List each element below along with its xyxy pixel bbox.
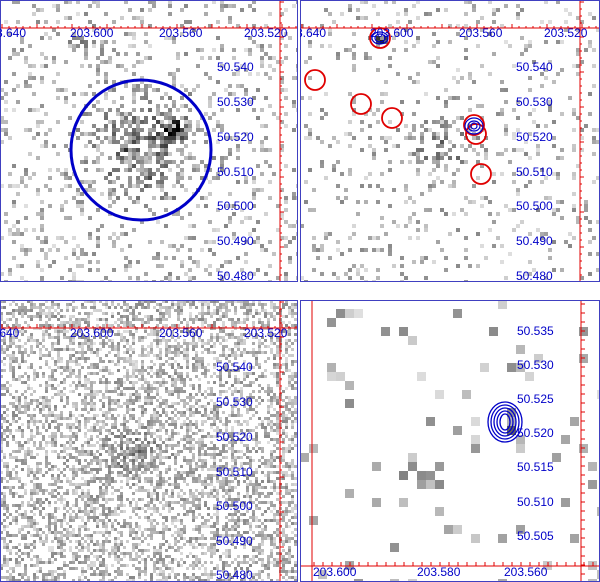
panel-top-left: 3.640 203.600 203.560 203.520 50.540 50.… bbox=[0, 0, 298, 282]
y-tick-label: 50.540 bbox=[516, 60, 553, 74]
pixel-field bbox=[300, 0, 600, 282]
y-tick-label: 50.540 bbox=[216, 360, 253, 374]
y-tick-label: 50.490 bbox=[516, 234, 553, 248]
coordinate-grid bbox=[300, 0, 600, 282]
contour-line bbox=[464, 117, 484, 135]
contour-line bbox=[496, 410, 514, 434]
contour-line bbox=[371, 31, 389, 45]
y-tick-label: 50.520 bbox=[217, 130, 254, 144]
contour-line bbox=[374, 33, 386, 43]
x-tick-label: 203.560 bbox=[159, 26, 203, 40]
contour-line bbox=[467, 120, 481, 132]
extraction-region-circle bbox=[69, 78, 213, 222]
x-tick-label: 3.640 bbox=[300, 26, 327, 40]
x-tick-label: 203.520 bbox=[244, 26, 288, 40]
y-tick-label: 50.520 bbox=[516, 130, 553, 144]
coordinate-grid bbox=[0, 0, 298, 282]
panel-top-right: 3.640 203.600 203.560 203.520 50.540 50.… bbox=[300, 0, 600, 282]
x-tick-label: 203.560 bbox=[459, 26, 503, 40]
x-tick-label: 203.600 bbox=[70, 26, 114, 40]
y-tick-label: 50.510 bbox=[217, 165, 254, 179]
x-tick-label: 203.600 bbox=[313, 565, 357, 579]
x-tick-label: 3.640 bbox=[0, 26, 27, 40]
point-source-circle bbox=[350, 93, 372, 115]
y-tick-label: 50.530 bbox=[517, 358, 554, 372]
x-tick-label: 203.600 bbox=[370, 26, 414, 40]
contour-line bbox=[490, 404, 520, 440]
x-tick-label: 203.520 bbox=[244, 326, 288, 340]
y-tick-label: 50.540 bbox=[217, 60, 254, 74]
x-tick-label: 203.560 bbox=[504, 565, 548, 579]
x-tick-label: .640 bbox=[0, 326, 20, 340]
y-tick-label: 50.490 bbox=[216, 534, 253, 548]
coordinate-grid bbox=[300, 300, 600, 582]
y-tick-label: 50.530 bbox=[216, 395, 253, 409]
panel-border bbox=[300, 300, 600, 582]
y-tick-label: 50.510 bbox=[216, 465, 253, 479]
y-tick-label: 50.480 bbox=[217, 269, 254, 282]
y-tick-label: 50.535 bbox=[517, 324, 554, 338]
contour-line bbox=[499, 413, 511, 431]
y-tick-label: 50.500 bbox=[216, 499, 253, 513]
contour-line bbox=[493, 407, 517, 437]
panel-bottom-left: .640 203.600 203.560 203.520 50.540 50.5… bbox=[0, 300, 298, 582]
xray-image-bottom-right bbox=[300, 300, 600, 582]
y-tick-label: 50.480 bbox=[216, 568, 253, 582]
x-tick-label: 203.580 bbox=[417, 565, 461, 579]
y-tick-label: 50.525 bbox=[517, 392, 554, 406]
y-tick-label: 50.500 bbox=[516, 199, 553, 213]
y-tick-label: 50.520 bbox=[216, 430, 253, 444]
xray-image-bottom-left bbox=[0, 300, 298, 582]
y-tick-label: 50.530 bbox=[217, 95, 254, 109]
y-tick-label: 50.520 bbox=[517, 426, 554, 440]
point-source-circle bbox=[381, 107, 403, 129]
x-tick-label: 203.520 bbox=[544, 26, 588, 40]
y-tick-label: 50.490 bbox=[217, 234, 254, 248]
y-tick-label: 50.500 bbox=[217, 199, 254, 213]
xray-image-top-left bbox=[0, 0, 298, 282]
contour-line bbox=[487, 401, 523, 443]
y-tick-label: 50.510 bbox=[516, 165, 553, 179]
pixel-field bbox=[300, 300, 600, 582]
point-source-circle bbox=[304, 69, 326, 91]
x-tick-label: 203.560 bbox=[159, 326, 203, 340]
panel-border bbox=[0, 0, 298, 282]
pixel-field bbox=[0, 300, 298, 582]
y-tick-label: 50.505 bbox=[517, 529, 554, 543]
y-tick-label: 50.530 bbox=[516, 95, 553, 109]
xray-image-top-right bbox=[300, 0, 600, 282]
y-tick-label: 50.510 bbox=[517, 495, 554, 509]
point-source-circle bbox=[463, 114, 485, 136]
y-tick-label: 50.480 bbox=[516, 269, 553, 282]
contour-line bbox=[470, 122, 478, 130]
point-source-circle bbox=[470, 163, 492, 185]
y-tick-label: 50.515 bbox=[517, 460, 554, 474]
point-source-circle bbox=[369, 27, 391, 49]
x-tick-label: 203.600 bbox=[70, 326, 114, 340]
panel-bottom-right: 50.535 50.530 50.525 50.520 50.515 50.51… bbox=[300, 300, 600, 582]
coordinate-grid bbox=[0, 300, 298, 582]
